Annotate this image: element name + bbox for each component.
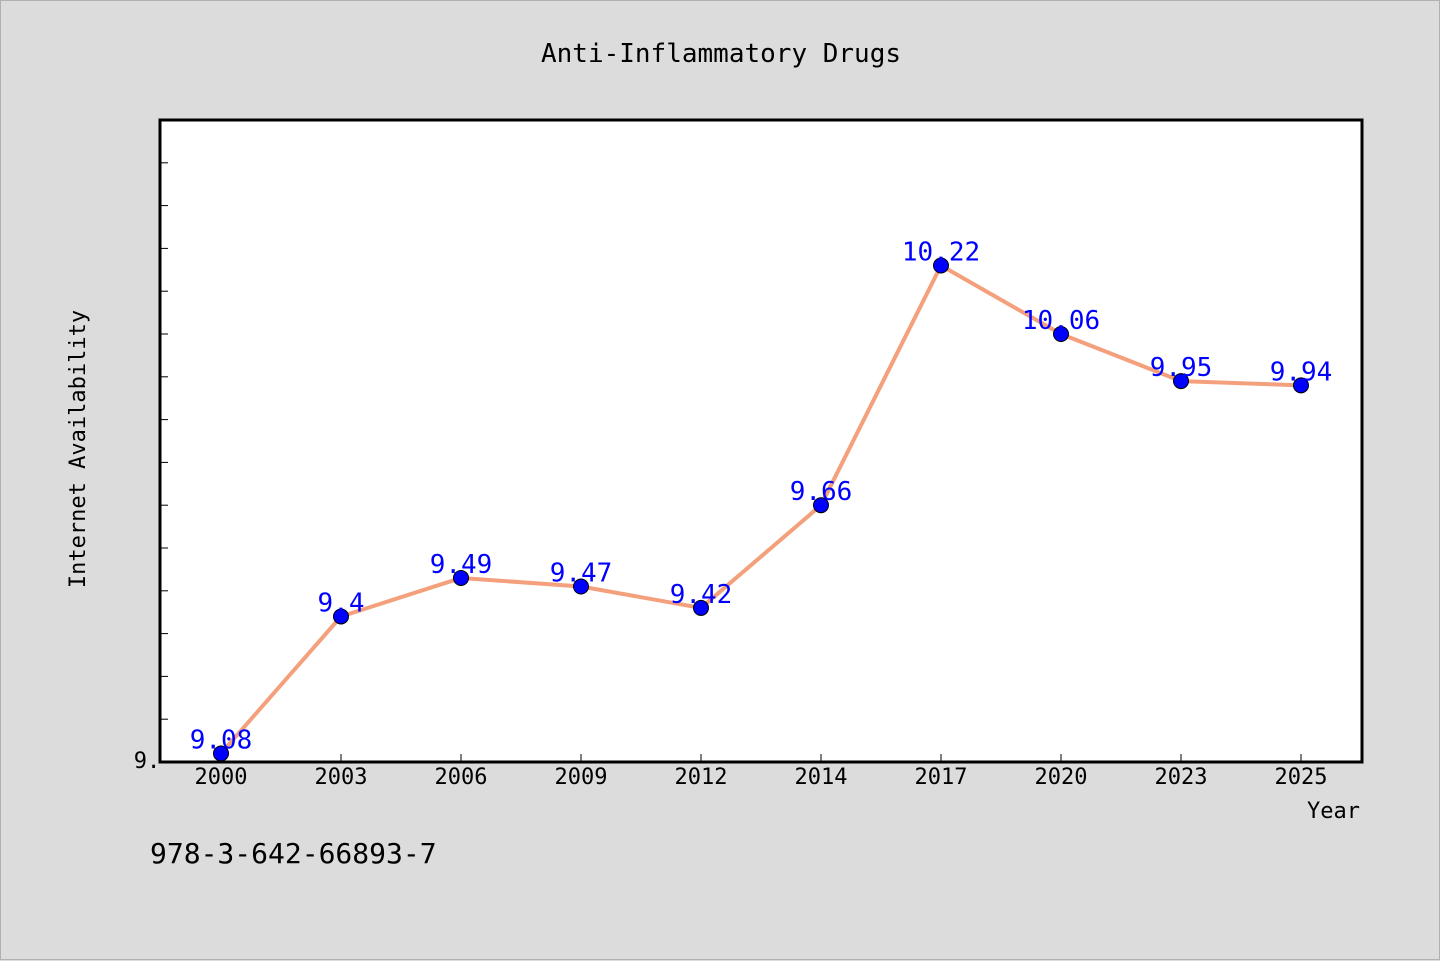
data-point: [1053, 326, 1069, 342]
plot-area: [158, 118, 1364, 764]
data-point: [813, 497, 829, 514]
data-label: 9.95: [1150, 353, 1213, 383]
data-point: [453, 569, 469, 586]
data-label: 9.49: [430, 550, 493, 580]
data-point: [333, 608, 349, 625]
data-label: 9.4: [318, 588, 365, 618]
data-label: 9.94: [1270, 357, 1333, 387]
x-tick-label: 2014: [795, 765, 848, 790]
y-tick-label: 9.: [134, 749, 161, 774]
chart-title: Anti-Inflammatory Drugs: [541, 39, 901, 69]
x-tick-label: 2012: [675, 765, 728, 790]
data-label: 10.22: [902, 238, 980, 268]
isbn-text: 978-3-642-66893-7: [150, 837, 437, 870]
data-point: [693, 599, 709, 616]
data-label: 10.06: [1022, 306, 1100, 336]
x-tick-label: 2025: [1275, 765, 1328, 790]
x-tick-label: 2000: [195, 765, 248, 790]
x-tick-label: 2003: [315, 765, 368, 790]
data-point: [1173, 373, 1189, 390]
data-label: 9.42: [670, 580, 733, 610]
data-point: [933, 257, 949, 274]
data-label: 9.66: [790, 477, 853, 507]
y-axis-ticks: [160, 162, 168, 720]
data-label: 9.08: [190, 725, 253, 755]
data-label: 9.47: [550, 559, 613, 589]
data-point: [213, 745, 229, 762]
x-tick-label: 2009: [555, 765, 608, 790]
y-axis-label: Internet Availability: [66, 310, 91, 588]
x-tick-label: 2006: [435, 765, 488, 790]
x-axis-label: Year: [1307, 799, 1360, 824]
x-tick-label: 2023: [1155, 765, 1208, 790]
data-point: [1293, 377, 1309, 394]
x-axis-ticks: 2000 2003 2006 2009 2012 2014 2017 2020 2023 2025: [195, 754, 1328, 790]
data-point: [573, 578, 589, 595]
x-tick-label: 2017: [915, 765, 968, 790]
data-markers: [213, 257, 1309, 762]
data-labels: 9.08 9.4 9.49 9.47 9.42 9.66 10.22 10.06 9.95 9.9…: [190, 238, 1333, 756]
x-tick-label: 2020: [1035, 765, 1088, 790]
series-line: [219, 263, 1302, 755]
